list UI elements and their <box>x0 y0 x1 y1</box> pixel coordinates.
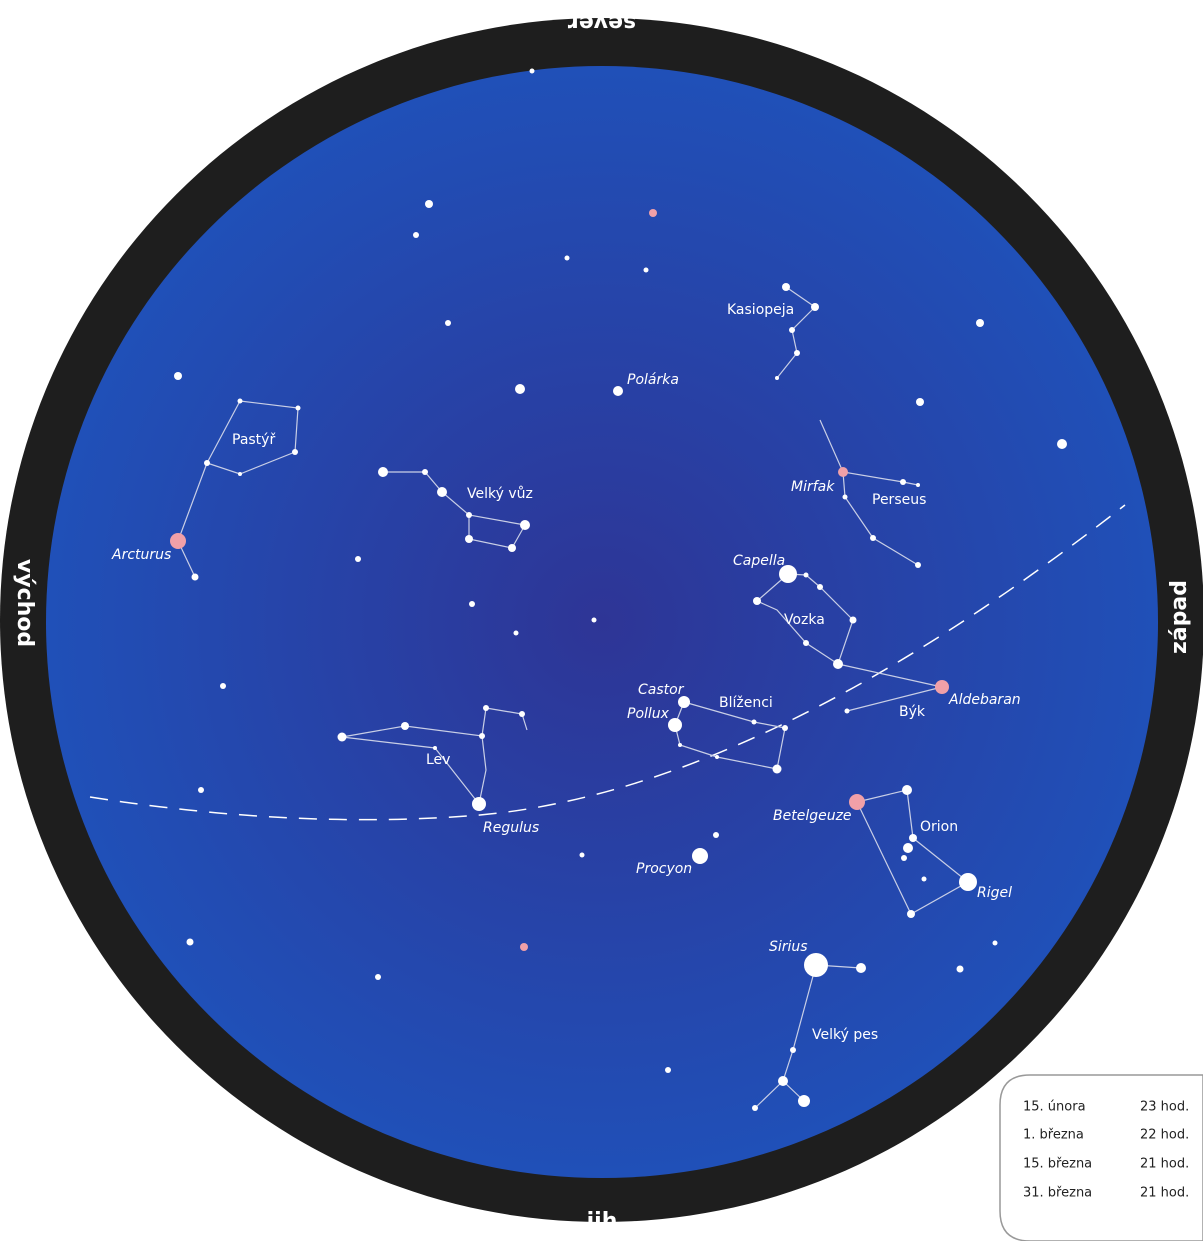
north-label: sever <box>568 10 636 35</box>
star-label: Capella <box>733 553 785 569</box>
sky <box>46 66 1158 1178</box>
constellation-label: Lev <box>426 752 450 768</box>
constellation-label: Blíženci <box>719 695 773 711</box>
constellation-label: Velký pes <box>812 1027 878 1043</box>
constellation-label: Velký vůz <box>467 486 533 502</box>
constellation-label: Vozka <box>784 612 825 628</box>
star-label: Mirfak <box>791 479 835 495</box>
star-label: Betelgeuze <box>773 808 852 824</box>
star-label: Rigel <box>977 885 1012 901</box>
ecliptic <box>89 504 1126 821</box>
date-cell: 15. února <box>1023 1100 1086 1115</box>
star-label: Arcturus <box>111 547 171 563</box>
star-label: Sirius <box>769 939 808 955</box>
star-label: Castor <box>638 682 685 698</box>
time-cell: 23 hod. <box>1140 1100 1189 1115</box>
constellation-label: Pastýř <box>232 432 275 448</box>
star-label: Aldebaran <box>948 692 1021 708</box>
time-cell: 22 hod. <box>1140 1128 1189 1143</box>
constellation-label: Kasiopeja <box>727 302 794 318</box>
time-cell: 21 hod. <box>1140 1186 1189 1201</box>
date-cell: 15. března <box>1023 1157 1092 1172</box>
star-label: Polárka <box>627 372 679 388</box>
constellation-label: Orion <box>920 819 958 835</box>
star-label: Procyon <box>636 861 692 877</box>
date-cell: 1. března <box>1023 1128 1084 1143</box>
south-label: jih <box>586 1209 618 1234</box>
constellation-label: Perseus <box>872 492 926 508</box>
constellation-label: Býk <box>899 704 926 720</box>
stars <box>174 68 1067 1111</box>
east-label: východ <box>12 559 37 647</box>
star-label: Pollux <box>627 706 670 722</box>
date-cell: 31. března <box>1023 1186 1092 1201</box>
star-label: Regulus <box>483 820 539 836</box>
west-label: západ <box>1167 580 1192 654</box>
red-stars <box>170 209 949 951</box>
time-cell: 21 hod. <box>1140 1157 1189 1172</box>
